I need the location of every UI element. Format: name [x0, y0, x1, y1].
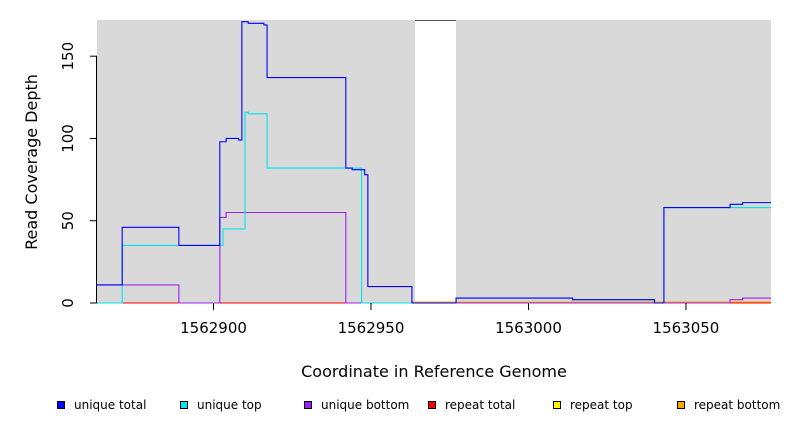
y-axis: 0 50 100 150 — [59, 42, 97, 308]
legend-swatch — [677, 401, 685, 409]
y-tick-label-1: 50 — [59, 211, 77, 230]
legend-swatch — [304, 401, 312, 409]
x-tick-label-3: 1563050 — [653, 319, 720, 337]
legend-swatch — [428, 401, 436, 409]
legend-label: repeat total — [445, 398, 516, 412]
legend-item-repeat-bottom: repeat bottom — [677, 398, 780, 412]
legend-label: repeat top — [570, 398, 633, 412]
y-tick-label-3: 150 — [59, 42, 77, 71]
legend-label: unique top — [197, 398, 262, 412]
x-axis-label: Coordinate in Reference Genome — [301, 362, 567, 381]
x-tick-label-2: 1563000 — [495, 319, 562, 337]
legend-swatch — [57, 401, 65, 409]
coverage-gap-0 — [415, 20, 457, 303]
legend-item-unique-bottom: unique bottom — [304, 398, 409, 412]
legend-swatch — [553, 401, 561, 409]
legend-label: unique total — [74, 398, 147, 412]
legend-item-repeat-total: repeat total — [428, 398, 515, 412]
legend: unique total unique top unique bottom repea… — [0, 398, 792, 420]
plot-area — [97, 20, 771, 303]
series-unique-total — [97, 21, 771, 304]
legend-label: repeat bottom — [694, 398, 781, 412]
x-tick-label-0: 1562900 — [180, 319, 247, 337]
x-tick-label-1: 1562950 — [338, 319, 405, 337]
series-unique-bottom — [97, 211, 771, 304]
coverage-chart: 1562900 1562950 1563000 1563050 0 50 100 150 C… — [22, 20, 771, 381]
legend-item-unique-total: unique total — [57, 398, 146, 412]
series-lines — [97, 21, 771, 304]
legend-item-unique-top: unique top — [180, 398, 262, 412]
y-tick-label-2: 100 — [59, 124, 77, 153]
y-tick-label-0: 0 — [59, 298, 77, 308]
y-axis-label: Read Coverage Depth — [22, 74, 41, 250]
legend-label: unique bottom — [321, 398, 410, 412]
legend-item-repeat-top: repeat top — [553, 398, 633, 412]
legend-swatch — [180, 401, 188, 409]
x-axis: 1562900 1562950 1563000 1563050 — [180, 303, 719, 337]
